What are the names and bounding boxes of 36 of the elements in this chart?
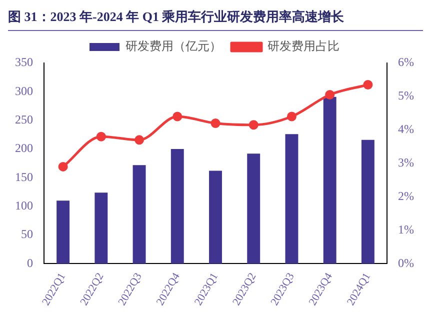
point (248, 120, 258, 130)
y2-tick-label: 2% (398, 188, 414, 203)
y-tick-label: 250 (15, 112, 33, 126)
point (363, 80, 373, 90)
legend-label: 研发费用（亿元） (126, 39, 222, 54)
bar (132, 165, 146, 264)
bar (247, 154, 260, 264)
point (325, 90, 335, 100)
bar (361, 140, 374, 264)
point (96, 132, 106, 142)
bar (209, 170, 222, 264)
y-tick-label: 200 (15, 141, 33, 156)
y2-tick-label: 6% (398, 55, 414, 70)
point (58, 162, 68, 172)
bar (56, 200, 70, 264)
point (286, 112, 296, 122)
point (172, 112, 182, 122)
y-tick-label: 300 (15, 84, 33, 98)
y2-tick-label: 1% (398, 222, 414, 236)
bar (170, 149, 184, 264)
y2-tick-label: 4% (398, 122, 414, 136)
y-tick-label: 50 (21, 227, 33, 242)
bar (285, 134, 298, 264)
y-tick-label: 100 (15, 198, 33, 213)
chart-title: 图 31：2023 年-2024 年 Q1 乘用车行业研发费用率高速增长 (8, 8, 423, 31)
bar (323, 96, 336, 264)
y2-tick-label: 0% (398, 256, 414, 270)
y2-tick-label: 3% (398, 156, 414, 170)
point (134, 135, 144, 145)
point (210, 118, 220, 128)
y-tick-label: 150 (15, 170, 33, 184)
y-tick-label: 350 (15, 55, 33, 70)
y-tick-label: 0 (27, 256, 33, 270)
bar (94, 192, 108, 264)
y2-tick-label: 5% (398, 88, 414, 103)
legend-label: 研发费用占比 (268, 39, 340, 54)
